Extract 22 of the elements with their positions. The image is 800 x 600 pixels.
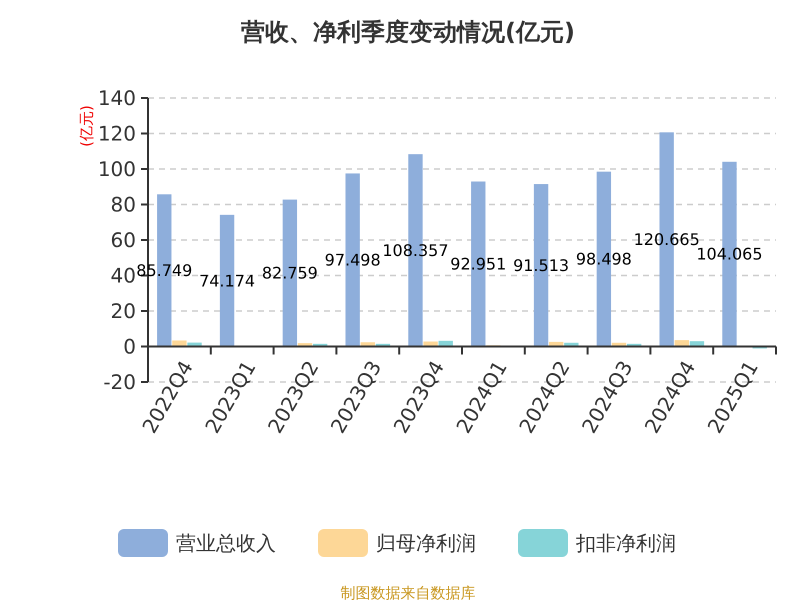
y-tick-label: -20 <box>103 370 136 394</box>
y-tick-label: 60 <box>110 228 136 252</box>
y-tick-label: 100 <box>98 157 136 181</box>
data-label: 82.759 <box>262 264 318 283</box>
y-tick-label: 120 <box>98 122 136 146</box>
text: 制图数据来自数据库 <box>340 584 476 600</box>
legend-label: 营业总收入 <box>176 531 276 555</box>
data-label: 97.498 <box>324 250 381 270</box>
y-tick-label: 40 <box>110 264 136 288</box>
y-tick-label: 20 <box>110 299 136 323</box>
data-label: 98.498 <box>576 250 632 269</box>
y-tick-label: 0 <box>123 334 136 358</box>
y-tick-label: 140 <box>98 86 136 110</box>
chart-title: 营收、净利季度变动情况(亿元) <box>240 18 575 46</box>
data-label: 92.951 <box>450 254 506 274</box>
data-label: 74.174 <box>199 271 256 290</box>
data-label: 91.513 <box>513 256 570 275</box>
legend-label: 归母净利润 <box>376 531 476 555</box>
legend-label: 扣非净利润 <box>575 531 676 555</box>
data-label: 108.357 <box>382 240 449 260</box>
y-tick-label: 80 <box>110 192 136 216</box>
y-axis-title: (亿元) <box>77 105 96 147</box>
